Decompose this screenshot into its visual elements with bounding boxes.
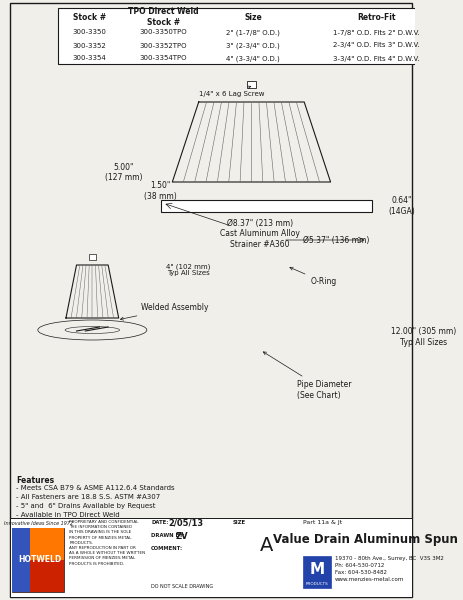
Text: 3" (2-3/4" O.D.): 3" (2-3/4" O.D.) — [226, 42, 280, 49]
Text: Ø8.37" (213 mm)
Cast Aluminum Alloy
Strainer #A360: Ø8.37" (213 mm) Cast Aluminum Alloy Stra… — [220, 219, 300, 249]
Text: 2/05/13: 2/05/13 — [169, 519, 204, 528]
Ellipse shape — [38, 320, 146, 340]
Text: 12.00" (305 mm)
Typ All Sizes: 12.00" (305 mm) Typ All Sizes — [390, 328, 456, 347]
Text: 2" (1-7/8" O.D.): 2" (1-7/8" O.D.) — [226, 29, 280, 36]
Text: 2-3/4" O.D. Fits 3" D.W.V.: 2-3/4" O.D. Fits 3" D.W.V. — [332, 43, 419, 49]
Text: PRODUCTS: PRODUCTS — [305, 582, 328, 586]
Text: Features: Features — [16, 476, 54, 485]
Text: 300-3354: 300-3354 — [73, 55, 106, 61]
Text: 1-7/8" O.D. Fits 2" D.W.V.: 1-7/8" O.D. Fits 2" D.W.V. — [332, 29, 419, 35]
Text: Stock #: Stock # — [73, 13, 106, 22]
Bar — [246, 81, 255, 88]
Text: Value Drain Aluminum Spun: Value Drain Aluminum Spun — [273, 533, 457, 547]
Text: 4" (3-3/4" O.D.): 4" (3-3/4" O.D.) — [226, 55, 280, 62]
Text: 4" (102 mm)
Typ All Sizes: 4" (102 mm) Typ All Sizes — [166, 263, 210, 277]
Text: O-Ring: O-Ring — [289, 267, 336, 286]
Bar — [13, 528, 31, 592]
Text: - 5" and  6" Drains Available by Request: - 5" and 6" Drains Available by Request — [16, 503, 155, 509]
Text: Pipe Diameter
(See Chart): Pipe Diameter (See Chart) — [263, 352, 351, 400]
Text: 300-3354TPO: 300-3354TPO — [139, 55, 187, 61]
Ellipse shape — [65, 326, 119, 334]
Text: 1/4" x 6 Lag Screw: 1/4" x 6 Lag Screw — [198, 86, 263, 97]
Bar — [13, 528, 64, 560]
Bar — [161, 200, 371, 212]
Text: COMMENT:: COMMENT: — [151, 546, 183, 551]
Text: - All Fasteners are 18.8 S.S. ASTM #A307: - All Fasteners are 18.8 S.S. ASTM #A307 — [16, 494, 160, 500]
Text: 1.50"
(38 mm): 1.50" (38 mm) — [144, 181, 176, 200]
Text: 0.64"
(14GA): 0.64" (14GA) — [388, 196, 414, 215]
Text: 300-3352: 300-3352 — [73, 43, 106, 49]
Text: HOTWELD: HOTWELD — [19, 556, 62, 565]
Text: 300-3350: 300-3350 — [73, 29, 106, 35]
Text: 300-3350TPO: 300-3350TPO — [139, 29, 187, 35]
Text: Size: Size — [244, 13, 262, 22]
Text: Part 11a & Jt: Part 11a & Jt — [303, 520, 342, 525]
Bar — [13, 528, 64, 592]
Bar — [88, 254, 96, 260]
Text: M: M — [309, 562, 324, 577]
Text: ZV: ZV — [175, 532, 188, 541]
Text: Innovative Ideas Since 1972: Innovative Ideas Since 1972 — [4, 521, 73, 526]
Text: - Available in TPO Direct Weld: - Available in TPO Direct Weld — [16, 512, 119, 518]
Text: DATE:: DATE: — [151, 520, 168, 525]
Text: PROPRIETARY AND CONFIDENTIAL
THE INFORMATION CONTAINED
IN THIS DRAWING IS THE SO: PROPRIETARY AND CONFIDENTIAL THE INFORMA… — [69, 520, 145, 566]
Text: DRAWN BY:: DRAWN BY: — [151, 533, 184, 538]
Text: 19370 - 80th Ave., Surrey, BC  V3S 3M2
Ph: 604-530-0712
Fax: 604-530-8482
www.me: 19370 - 80th Ave., Surrey, BC V3S 3M2 Ph… — [334, 556, 443, 582]
Text: TPO Direct Weld
Stock #: TPO Direct Weld Stock # — [128, 7, 199, 27]
Text: Welded Assembly: Welded Assembly — [120, 304, 208, 320]
Text: DO NOT SCALE DRAWING: DO NOT SCALE DRAWING — [151, 584, 213, 589]
Text: Ø5.37" (136 mm): Ø5.37" (136 mm) — [302, 235, 369, 245]
Bar — [303, 556, 331, 588]
Bar — [10, 518, 412, 597]
Text: - Meets CSA B79 & ASME A112.6.4 Standards: - Meets CSA B79 & ASME A112.6.4 Standard… — [16, 485, 174, 491]
Text: 5.00"
(127 mm): 5.00" (127 mm) — [105, 163, 142, 182]
Text: Retro-Fit: Retro-Fit — [356, 13, 394, 22]
Text: 3-3/4" O.D. Fits 4" D.W.V.: 3-3/4" O.D. Fits 4" D.W.V. — [332, 55, 419, 61]
Text: SIZE: SIZE — [232, 520, 245, 525]
Bar — [58, 8, 451, 64]
Text: A: A — [259, 536, 273, 555]
Text: 300-3352TPO: 300-3352TPO — [139, 43, 187, 49]
